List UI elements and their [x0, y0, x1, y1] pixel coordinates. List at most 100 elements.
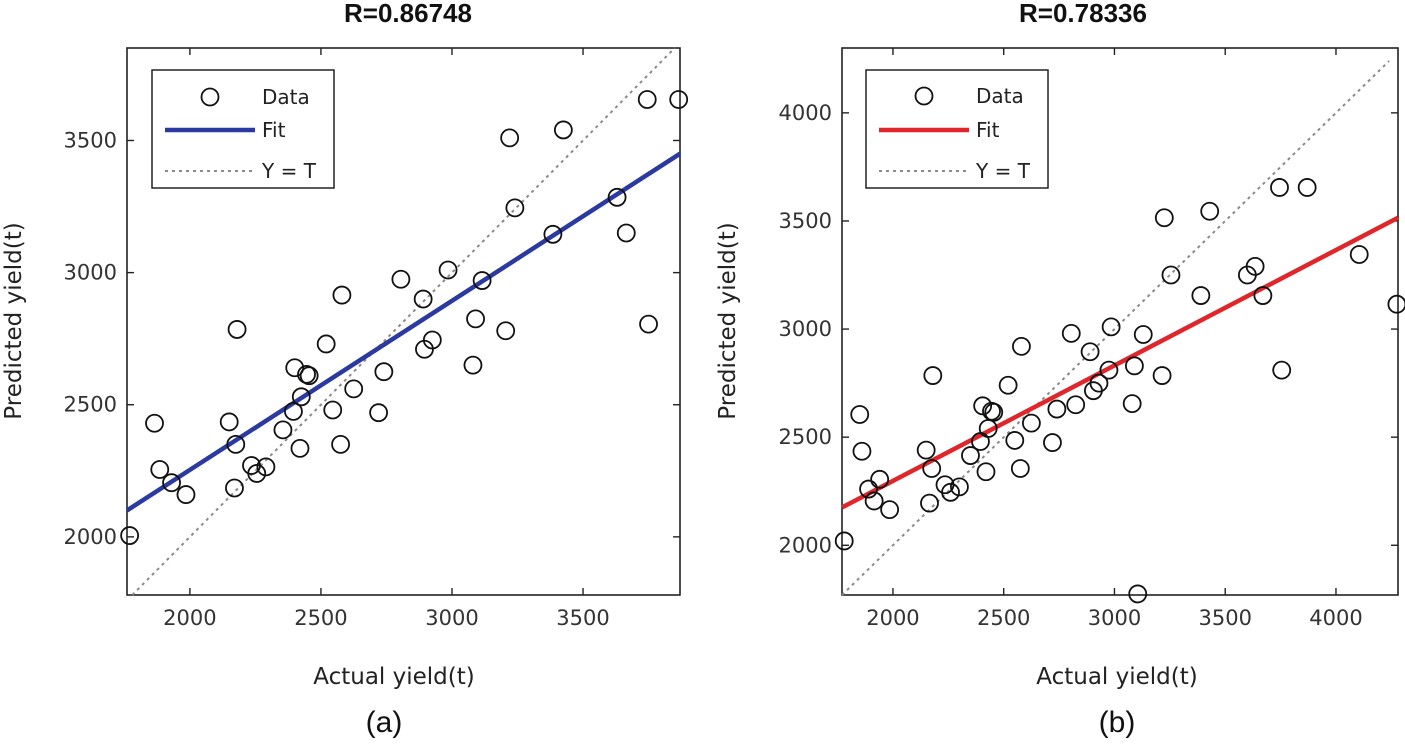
panel-a-data-point — [369, 403, 389, 423]
panel-a-data-point — [299, 366, 319, 386]
panel-b-x-tick-label: 3000 — [1088, 606, 1141, 630]
panel-b-y-tick-label: 2000 — [779, 533, 832, 557]
panel-b-data-point — [1089, 373, 1109, 393]
panel-b-x-tick-label: 4000 — [1309, 606, 1362, 630]
panel-b-y-tick-label: 3500 — [779, 209, 832, 233]
panel-a-x-tick-label: 3000 — [425, 606, 478, 630]
panel-b-data-point — [870, 469, 890, 489]
panel-b-fit-line — [840, 215, 1400, 510]
panel-a-data-point — [543, 224, 563, 244]
panel-a-data-point — [669, 90, 689, 109]
panel-a-data-point — [500, 128, 520, 148]
panel-a-data-point — [413, 289, 433, 309]
panel-b-data-point — [1043, 433, 1062, 452]
panel-b-data-point — [1349, 245, 1369, 264]
panel-a-data-point — [219, 412, 239, 432]
panel-b-data-point — [859, 479, 878, 499]
panel-b-x-tick-label: 2000 — [866, 606, 919, 630]
panel-a-data-point — [496, 321, 516, 341]
panel-b-data-point — [1191, 286, 1211, 305]
panel-a-data-point — [225, 478, 244, 498]
panel-b-data-point — [1272, 360, 1292, 380]
panel-a-data-point — [344, 379, 364, 399]
panel-b-data-point — [1099, 360, 1119, 380]
panel-b-x-axis-label: Actual yield(t) — [1036, 664, 1197, 690]
panel-a-data-point — [290, 438, 310, 458]
panel-b-data-point — [1152, 366, 1172, 385]
panel-b-y-tick-label: 2500 — [779, 425, 832, 449]
panel-a-data-point — [150, 460, 170, 479]
panel-a-data-point — [273, 420, 293, 440]
panel-a-data-point — [256, 457, 276, 477]
panel-a-y-axis-label: Predicted yield(t) — [1, 222, 27, 419]
panel-a-x-tick-label: 2000 — [163, 606, 216, 630]
panel-b-data-point — [1297, 178, 1317, 197]
panel-b-data-point — [1133, 325, 1153, 344]
panel-a-data-point — [284, 401, 303, 421]
panel-a-data-point — [332, 285, 352, 305]
panel-a-data-point — [639, 314, 658, 334]
panel-b-data-point — [834, 531, 854, 551]
panel-a-legend: Data Fit Y = T — [151, 69, 335, 189]
panel-b-title: R=0.78336 — [1019, 0, 1147, 28]
panel-a-legend-fit-label: Fit — [262, 118, 286, 142]
panel-b-data-point — [1005, 431, 1025, 450]
panel-a-data-point — [422, 330, 442, 350]
panel-b-data-point — [1010, 459, 1030, 478]
panel-b-data-point — [1154, 208, 1174, 228]
panel-b-data-point — [1021, 413, 1041, 433]
panel-a-y-ticks: 2000 2500 3000 3500 — [64, 128, 680, 549]
panel-b-data-point — [1253, 286, 1273, 305]
panel-b-data-point — [1080, 342, 1100, 362]
panel-b-data-point — [864, 491, 884, 511]
panel-a-fit-line — [125, 151, 682, 513]
panel-a-data-point — [438, 260, 458, 280]
panel-b-legend: Data Fit Y = T — [865, 69, 1049, 189]
panel-a-data-point — [227, 320, 247, 339]
panel-a-y-tick-label: 3000 — [64, 261, 117, 285]
panel-b-data-point — [1061, 323, 1081, 343]
panel-a-x-tick-label: 2500 — [294, 606, 347, 630]
panel-a-data-point — [472, 271, 492, 290]
panel-b-data-point — [1200, 201, 1220, 221]
panel-b-data-point — [852, 441, 872, 461]
panel-b-y-ticks: 2000 2500 3000 3500 4000 — [779, 101, 1398, 557]
panel-a-data-point — [391, 269, 411, 289]
panel-b-data-point — [1047, 399, 1067, 419]
panel-b: R=0.78336 2000 2500 3000 3500 4000 2000 2500 3… — [715, 0, 1405, 739]
panel-b-data-point — [976, 462, 996, 482]
panel-b-data-point — [880, 500, 900, 519]
panel-a-caption: (a) — [366, 706, 403, 739]
panel-b-data-point — [978, 419, 998, 438]
panel-b-legend-data-label: Data — [976, 84, 1024, 108]
panel-b-x-tick-label: 2500 — [977, 606, 1030, 630]
panel-b-data-point — [1245, 256, 1265, 276]
panel-a-data-point — [176, 485, 196, 504]
panel-b-data-point — [1122, 394, 1142, 414]
panel-a-data-point — [331, 434, 350, 454]
panel-a-data-point — [285, 358, 305, 378]
panel-b-data-point — [984, 402, 1004, 422]
panel-a-data-point — [553, 120, 573, 140]
panel-a-legend-data-marker — [200, 87, 220, 107]
panel-b-x-tick-label: 3500 — [1198, 606, 1251, 630]
panel-a-data-point — [145, 413, 164, 433]
panel-a-y-tick-label: 2000 — [64, 525, 117, 549]
panel-b-data-point — [1161, 265, 1181, 285]
panel-b-data-point — [950, 477, 969, 497]
panel-b-y-tick-label: 4000 — [779, 101, 832, 125]
panel-b-data-point — [916, 440, 936, 460]
panel-a-data-point — [323, 400, 343, 420]
panel-b-legend-fit-label: Fit — [976, 118, 1000, 142]
panel-b-legend-identity-label: Y = T — [975, 159, 1031, 183]
panel-a-y-tick-label: 3500 — [64, 128, 117, 152]
panel-a-data-point — [374, 362, 394, 382]
panel-a-data-point — [616, 223, 636, 243]
panel-a-legend-identity-label: Y = T — [261, 159, 317, 183]
panel-a-y-tick-label: 2500 — [64, 393, 117, 417]
panel-b-x-ticks: 2000 2500 3000 3500 4000 — [866, 48, 1363, 630]
panel-a-x-tick-label: 3500 — [556, 606, 609, 630]
panel-b-data-point — [1066, 395, 1086, 415]
panel-b-data-point — [1128, 584, 1148, 604]
panel-a: R=0.86748 2000 2500 3000 3500 2000 2500 3000 3… — [1, 0, 689, 739]
